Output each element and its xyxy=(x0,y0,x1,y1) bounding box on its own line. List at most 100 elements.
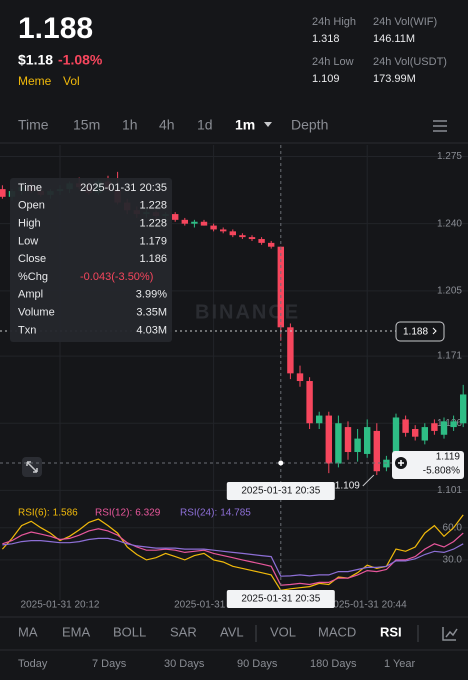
stat-value: 1.109 xyxy=(312,73,340,85)
tooltip-value: 2025-01-31 20:35 xyxy=(80,182,167,194)
period-label[interactable]: 1 Year xyxy=(384,658,416,670)
x-tick-label: 2025-01-31 20:28 xyxy=(174,600,253,611)
legend-name: RSI(12): xyxy=(95,508,132,519)
period-label[interactable]: 90 Days xyxy=(237,658,278,670)
candle-body xyxy=(172,214,179,220)
tooltip-value: 4.03M xyxy=(136,324,167,336)
tag[interactable]: Vol xyxy=(63,74,80,88)
crosshair-price: 1.119 xyxy=(436,452,461,463)
indicator-tab[interactable]: SAR xyxy=(170,624,197,639)
tooltip-value: 1.228 xyxy=(139,218,167,230)
legend-value: 1.586 xyxy=(53,508,78,519)
stat-value: 173.99M xyxy=(373,73,416,85)
candle-body xyxy=(210,225,217,230)
legend-value: 6.329 xyxy=(135,508,160,519)
candle-body xyxy=(181,219,188,224)
tooltip-value: 1.179 xyxy=(139,235,167,247)
crosshair-change: -5.808% xyxy=(423,466,460,477)
interval-tab[interactable]: Depth xyxy=(291,117,328,133)
candle-body xyxy=(258,239,265,243)
crosshair-time-tag xyxy=(226,590,335,608)
candle-body xyxy=(296,373,304,382)
x-tick-label: 2025-01-31 20:12 xyxy=(21,600,100,611)
y-tick-label: 1.240 xyxy=(437,218,462,229)
interval-tab[interactable]: 1d xyxy=(197,117,213,133)
rsi-line xyxy=(2,528,464,586)
candle-body xyxy=(412,429,419,437)
current-price: 1.188 xyxy=(403,327,428,338)
stat-label: 24h Vol(USDT) xyxy=(373,56,447,68)
price-change: -1.08% xyxy=(58,52,103,68)
rsi-line xyxy=(2,537,464,577)
expand-icon[interactable] xyxy=(22,457,42,477)
interval-tab[interactable]: Time xyxy=(18,117,49,133)
y-tick-label: 60.0 xyxy=(443,522,463,533)
low-marker-line xyxy=(362,474,375,487)
crosshair-time: 2025-01-31 20:35 xyxy=(241,594,320,605)
tooltip-label: High xyxy=(18,218,41,230)
indicator-tab[interactable]: MACD xyxy=(318,624,356,639)
interval-tab[interactable]: 15m xyxy=(73,117,100,133)
indicator-tab[interactable]: VOL xyxy=(270,624,296,639)
current-price-tag[interactable] xyxy=(395,321,445,342)
tooltip-value: 1.228 xyxy=(139,200,167,212)
candle-body xyxy=(431,423,438,431)
indicator-tab[interactable]: BOLL xyxy=(113,624,146,639)
settings-icon[interactable] xyxy=(433,120,447,132)
interval-tab[interactable]: 1h xyxy=(122,117,138,133)
period-label[interactable]: Today xyxy=(18,658,48,670)
period-label[interactable]: 180 Days xyxy=(310,658,357,670)
y-tick-label: 30.0 xyxy=(443,554,463,565)
tooltip-label: %Chg xyxy=(18,271,48,283)
candle-body xyxy=(229,231,236,236)
interval-tab[interactable]: 4h xyxy=(159,117,175,133)
tooltip-label: Open xyxy=(18,200,45,212)
candle-body xyxy=(0,189,6,197)
candle-body xyxy=(268,242,275,247)
chart-settings-icon[interactable] xyxy=(442,627,458,641)
crosshair-time-tag xyxy=(226,482,335,500)
interface: 1.188 $1.18 -1.08% Meme Vol 24h High 1.318 24h … xyxy=(0,12,468,670)
legend-name: RSI(24): xyxy=(180,508,217,519)
legend-name: RSI(6): xyxy=(18,508,50,519)
dropdown-arrow[interactable] xyxy=(264,122,272,127)
x-tick-label: 2025-01-31 20:44 xyxy=(328,600,407,611)
tooltip-label: Close xyxy=(18,253,46,265)
candle-body xyxy=(402,419,409,433)
crosshair-dot xyxy=(278,460,284,466)
stat-label: 24h Vol(WIF) xyxy=(373,16,437,28)
indicator-tab[interactable]: EMA xyxy=(62,624,91,639)
crosshair-price-tag xyxy=(392,451,464,479)
candle-body xyxy=(335,423,342,464)
candle-body xyxy=(248,237,256,240)
y-tick-label: 1.171 xyxy=(437,351,462,362)
candle-body xyxy=(421,427,428,441)
period-label[interactable]: 30 Days xyxy=(164,658,205,670)
tooltip-label: Volume xyxy=(18,307,55,319)
period-label[interactable]: 7 Days xyxy=(92,658,127,670)
interval-tab[interactable]: 1m xyxy=(235,117,255,133)
tooltip-label: Ampl xyxy=(18,289,43,301)
candle-body xyxy=(220,229,227,232)
candle-body xyxy=(364,427,371,454)
candle-body xyxy=(200,221,208,226)
candle-body xyxy=(306,381,313,424)
stat-label: 24h Low xyxy=(312,56,354,68)
candle-body xyxy=(440,421,448,435)
chevron xyxy=(432,327,437,335)
candle-body xyxy=(325,415,332,464)
legend-value: 14.785 xyxy=(220,508,251,519)
tag[interactable]: Meme xyxy=(18,74,52,88)
crosshair-time: 2025-01-31 20:35 xyxy=(241,486,320,497)
candle-body xyxy=(392,417,400,460)
indicator-tab[interactable]: MA xyxy=(18,624,38,639)
indicator-tab[interactable]: AVL xyxy=(220,624,244,639)
watermark: BINANCE xyxy=(195,301,300,323)
rsi-chart: 60.0 30.0 RSI(6): 1.586 RSI(12): 6.329 RSI(24)… xyxy=(0,508,468,591)
tooltip-label: Txn xyxy=(18,324,36,336)
candle-body xyxy=(383,459,390,468)
tooltip-value: 3.35M xyxy=(136,307,167,319)
y-tick-label: 1.275 xyxy=(437,151,462,162)
indicator-tab[interactable]: RSI xyxy=(380,624,402,639)
